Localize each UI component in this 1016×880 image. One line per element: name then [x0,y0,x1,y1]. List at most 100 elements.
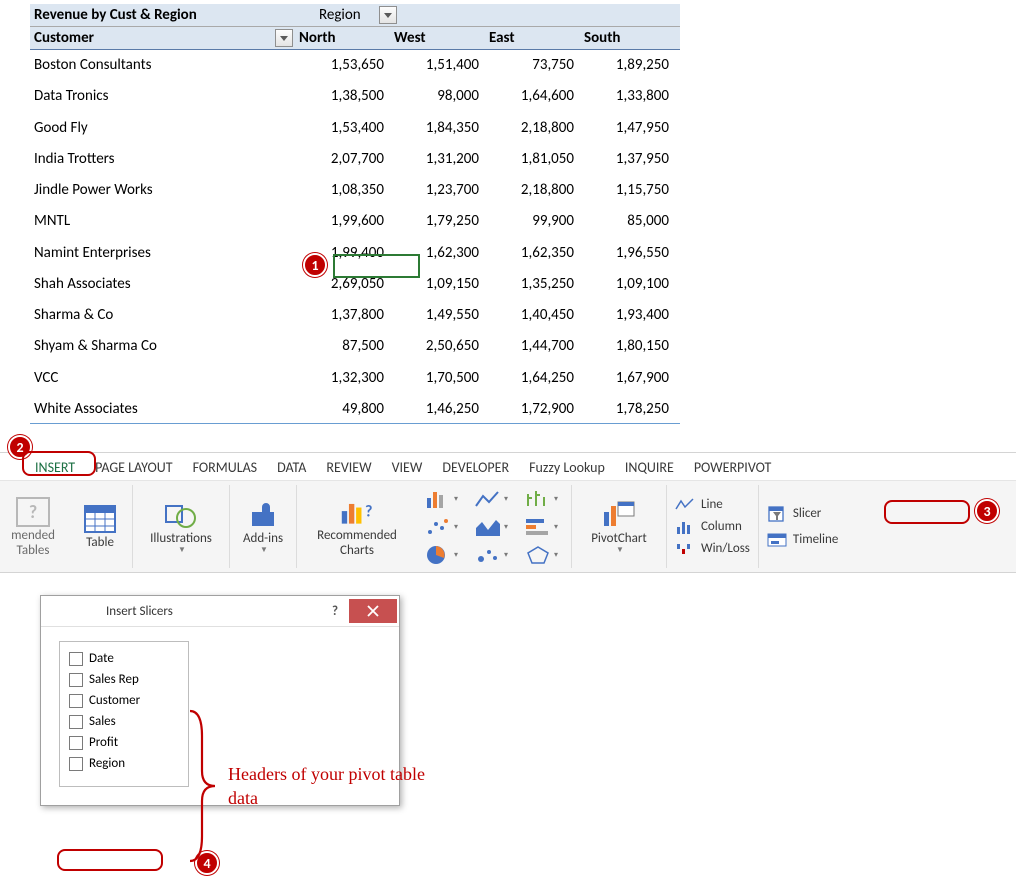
cell-value[interactable]: 1,08,350 [299,177,394,203]
cell-value[interactable]: 1,49,550 [394,302,489,328]
cell-value[interactable]: 1,62,350 [489,240,584,266]
cell-value[interactable]: 1,53,650 [299,52,394,78]
illustrations-button[interactable]: Illustrations ▼ [141,485,221,569]
cell-value[interactable]: 1,79,250 [394,208,489,234]
cell-value[interactable]: 2,18,800 [489,177,584,203]
table-row[interactable]: VCC1,32,3001,70,5001,64,2501,67,900 [30,363,680,394]
cell-value[interactable]: 1,64,250 [489,365,584,391]
cell-value[interactable]: 1,40,450 [489,302,584,328]
table-row[interactable]: Data Tronics1,38,50098,0001,64,6001,33,8… [30,81,680,112]
cell-value[interactable]: 2,07,700 [299,146,394,172]
cell-value[interactable]: 1,31,200 [394,146,489,172]
table-row[interactable]: Namint Enterprises1,99,4001,62,3001,62,3… [30,238,680,269]
cell-value[interactable]: 1,44,700 [489,333,584,359]
cell-value[interactable]: 2,18,800 [489,115,584,141]
sparkline-column-button[interactable]: Column [675,519,750,535]
table-row[interactable]: Jindle Power Works1,08,3501,23,7002,18,8… [30,175,680,206]
chart-gallery[interactable]: ▾ ▾ ▾ ▾ ▾ ▾ ▾ ▾ ▾ [419,486,563,568]
slicer-button[interactable]: Slicer [767,506,838,522]
ribbon-tab-developer[interactable]: DEVELOPER [432,455,519,480]
recommended-pivottables-button[interactable]: ? mended Tables [0,485,66,569]
table-row[interactable]: Shyam & Sharma Co87,5002,50,6501,44,7001… [30,331,680,362]
cell-value[interactable]: 1,89,250 [584,52,679,78]
slicer-field-item[interactable]: Region [68,753,180,774]
checkbox[interactable] [69,736,83,750]
timeline-button[interactable]: Timeline [767,532,838,548]
cell-value[interactable]: 2,50,650 [394,333,489,359]
cell-value[interactable]: 1,64,600 [489,83,584,109]
customer-filter-dropdown[interactable] [275,29,293,47]
slicer-field-item[interactable]: Sales Rep [68,669,180,690]
cell-value[interactable]: 98,000 [394,83,489,109]
close-icon[interactable] [349,599,397,623]
cell-value[interactable]: 1,78,250 [584,396,679,422]
cell-value[interactable]: 99,900 [489,208,584,234]
bubble-chart-icon[interactable]: ▾ [469,542,513,568]
cell-value[interactable]: 1,70,500 [394,365,489,391]
cell-value[interactable]: 1,47,950 [584,115,679,141]
cell-value[interactable]: 1,35,250 [489,271,584,297]
ribbon-tab-data[interactable]: DATA [267,455,316,480]
cell-value[interactable]: 1,81,050 [489,146,584,172]
table-row[interactable]: India Trotters2,07,7001,31,2001,81,0501,… [30,144,680,175]
ribbon-tab-view[interactable]: VIEW [382,455,433,480]
cell-value[interactable]: 1,15,750 [584,177,679,203]
ribbon-tab-inquire[interactable]: INQUIRE [615,455,684,480]
cell-value[interactable]: 1,09,150 [394,271,489,297]
bar-chart-icon[interactable]: ▾ [419,486,463,512]
ribbon-tab-fuzzy-lookup[interactable]: Fuzzy Lookup [519,455,615,480]
cell-value[interactable]: 1,93,400 [584,302,679,328]
addins-button[interactable]: Add-ins ▼ [238,485,288,569]
cell-value[interactable]: 1,46,250 [394,396,489,422]
slicer-field-item[interactable]: Sales [68,711,180,732]
cell-value[interactable]: 1,67,900 [584,365,679,391]
slicer-field-item[interactable]: Customer [68,690,180,711]
table-row[interactable]: White Associates49,8001,46,2501,72,9001,… [30,394,680,425]
cell-value[interactable]: 1,32,300 [299,365,394,391]
sparkline-line-button[interactable]: Line [675,497,750,513]
table-row[interactable]: Shah Associates2,69,0501,09,1501,35,2501… [30,269,680,300]
area-chart-icon[interactable]: ▾ [469,514,513,540]
ribbon-tab-powerpivot[interactable]: POWERPIVOT [684,455,781,480]
cell-value[interactable]: 1,51,400 [394,52,489,78]
cell-value[interactable]: 1,38,500 [299,83,394,109]
cell-value[interactable]: 1,37,950 [584,146,679,172]
slicer-field-item[interactable]: Profit [68,732,180,753]
table-row[interactable]: Sharma & Co1,37,8001,49,5501,40,4501,93,… [30,300,680,331]
cell-value[interactable]: 1,84,350 [394,115,489,141]
pivotchart-button[interactable]: PivotChart ▼ [580,485,658,569]
ribbon-tab-review[interactable]: REVIEW [316,455,381,480]
cell-value[interactable]: 1,96,550 [584,240,679,266]
table-row[interactable]: MNTL1,99,6001,79,25099,90085,000 [30,206,680,237]
hbar-chart-icon[interactable]: ▾ [519,514,563,540]
sparkline-winloss-button[interactable]: Win/Loss [675,541,750,557]
region-filter-dropdown[interactable] [379,6,397,24]
cell-value[interactable]: 1,99,600 [299,208,394,234]
cell-value[interactable]: 87,500 [299,333,394,359]
cell-value[interactable]: 1,72,900 [489,396,584,422]
cell-value[interactable]: 73,750 [489,52,584,78]
line-chart-icon[interactable]: ▾ [469,486,513,512]
ribbon-tab-formulas[interactable]: FORMULAS [183,455,268,480]
cell-value[interactable]: 1,62,300 [394,240,489,266]
slicer-field-item[interactable]: Date [68,648,180,669]
stock-chart-icon[interactable]: ▾ [519,486,563,512]
checkbox[interactable] [69,715,83,729]
radar-chart-icon[interactable]: ▾ [519,542,563,568]
scatter-chart-icon[interactable]: ▾ [419,514,463,540]
ribbon-tab-insert[interactable]: INSERT [25,455,85,480]
table-row[interactable]: Boston Consultants1,53,6501,51,40073,750… [30,50,680,81]
checkbox[interactable] [69,694,83,708]
cell-value[interactable]: 1,53,400 [299,115,394,141]
table-button[interactable]: Table [76,485,124,569]
cell-value[interactable]: 85,000 [584,208,679,234]
cell-value[interactable]: 49,800 [299,396,394,422]
checkbox[interactable] [69,757,83,771]
ribbon-tab-page-layout[interactable]: PAGE LAYOUT [85,455,182,480]
cell-value[interactable]: 1,33,800 [584,83,679,109]
checkbox[interactable] [69,652,83,666]
table-row[interactable]: Good Fly1,53,4001,84,3502,18,8001,47,950 [30,113,680,144]
cell-value[interactable]: 1,23,700 [394,177,489,203]
pie-chart-icon[interactable]: ▾ [419,542,463,568]
recommended-charts-button[interactable]: ? Recommended Charts [305,485,409,569]
